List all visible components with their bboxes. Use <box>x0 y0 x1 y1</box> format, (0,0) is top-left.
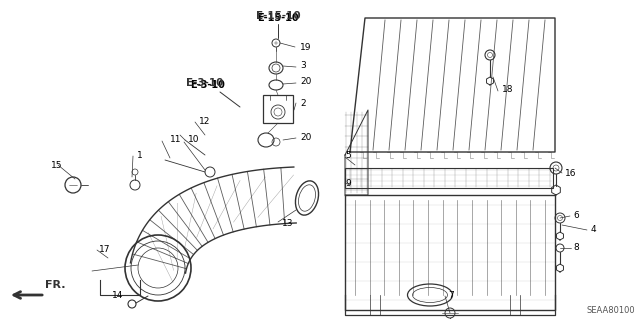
Text: 13: 13 <box>282 219 294 227</box>
Text: 14: 14 <box>112 291 124 300</box>
Text: E-3-10: E-3-10 <box>191 80 225 90</box>
Text: 11: 11 <box>170 136 182 145</box>
Text: 8: 8 <box>573 243 579 253</box>
Text: 6: 6 <box>573 211 579 219</box>
Text: E-15-10: E-15-10 <box>257 13 299 23</box>
Text: 17: 17 <box>99 246 111 255</box>
Bar <box>263 95 293 123</box>
Text: E-15-10: E-15-10 <box>256 11 300 21</box>
Text: 15: 15 <box>51 160 63 169</box>
Text: 12: 12 <box>199 116 211 125</box>
Text: 9: 9 <box>345 179 351 188</box>
Text: 16: 16 <box>565 168 577 177</box>
Text: 19: 19 <box>300 42 312 51</box>
Text: 18: 18 <box>502 85 513 94</box>
Text: 2: 2 <box>300 99 306 108</box>
Text: E-3-10: E-3-10 <box>186 78 224 88</box>
Text: 20: 20 <box>300 78 312 86</box>
Text: 1: 1 <box>137 151 143 160</box>
Text: FR.: FR. <box>45 280 65 290</box>
Text: 10: 10 <box>188 136 200 145</box>
Text: 4: 4 <box>591 226 596 234</box>
Text: SEAA80100: SEAA80100 <box>586 306 635 315</box>
Text: 5: 5 <box>345 151 351 160</box>
Bar <box>345 168 553 188</box>
Text: 3: 3 <box>300 62 306 70</box>
Text: 7: 7 <box>448 291 454 300</box>
Text: 20: 20 <box>300 133 312 143</box>
